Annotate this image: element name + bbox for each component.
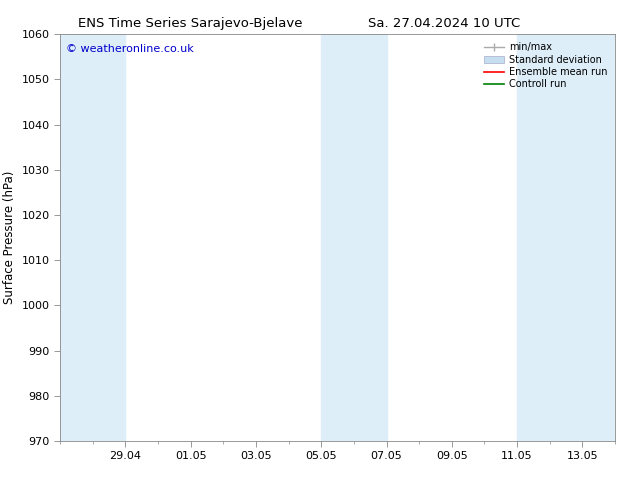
Bar: [517, 34, 615, 441]
Y-axis label: Surface Pressure (hPa): Surface Pressure (hPa): [3, 171, 16, 304]
Legend: min/max, Standard deviation, Ensemble mean run, Controll run: min/max, Standard deviation, Ensemble me…: [481, 39, 610, 92]
Text: ENS Time Series Sarajevo-Bjelave: ENS Time Series Sarajevo-Bjelave: [78, 17, 302, 30]
Text: Sa. 27.04.2024 10 UTC: Sa. 27.04.2024 10 UTC: [368, 17, 520, 30]
Bar: [321, 34, 387, 441]
Bar: [60, 34, 126, 441]
Text: © weatheronline.co.uk: © weatheronline.co.uk: [66, 45, 193, 54]
